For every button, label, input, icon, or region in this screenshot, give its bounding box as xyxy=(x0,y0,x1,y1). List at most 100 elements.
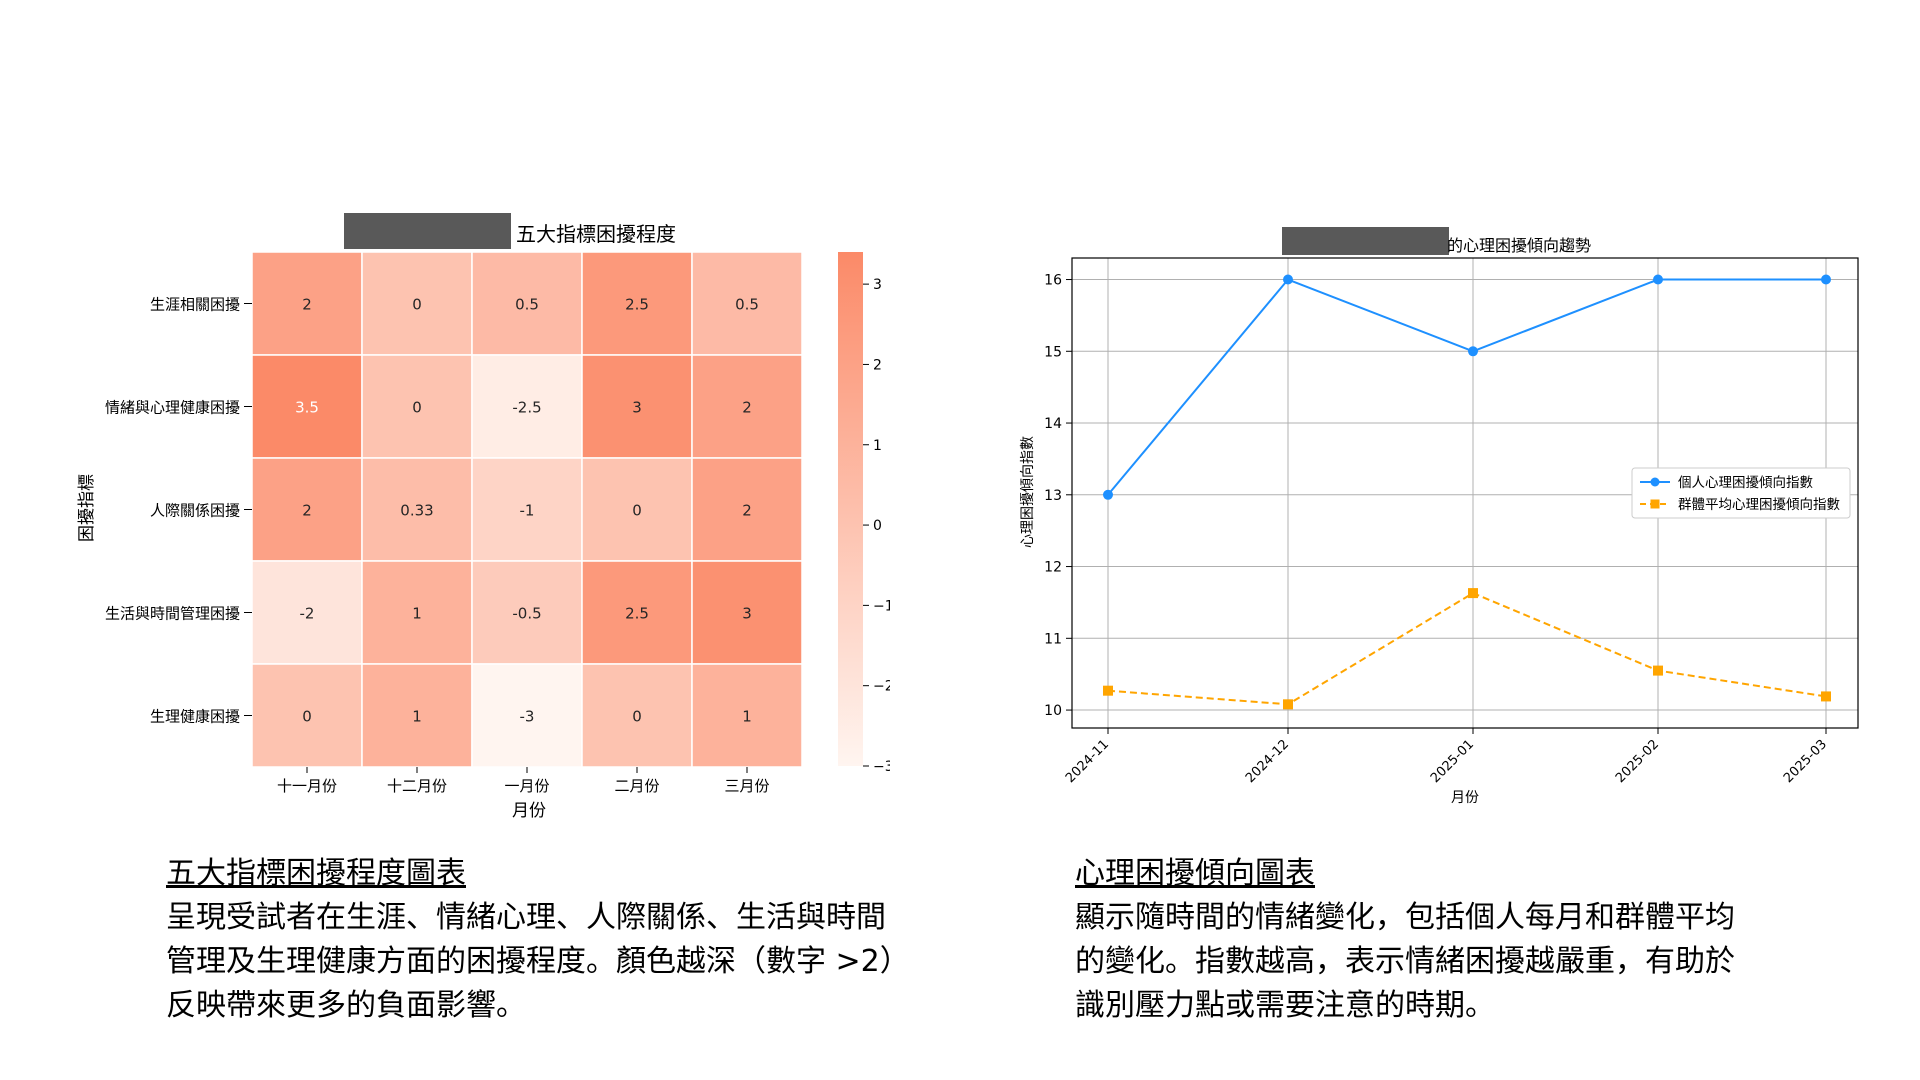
line-y-tick-label: 13 xyxy=(1044,488,1062,504)
heatmap-cell-label: -1 xyxy=(520,502,535,520)
heatmap-cell-label: 2 xyxy=(302,296,312,314)
heatmap-colorbar-tick-label: 2 xyxy=(873,357,882,373)
line-series-point xyxy=(1103,489,1113,500)
heatmap-cell xyxy=(471,354,583,459)
heatmap-x-tick-label: 二月份 xyxy=(614,777,659,795)
heatmap-cell xyxy=(581,457,693,562)
heatmap-cell xyxy=(691,354,803,459)
line-series-point xyxy=(1283,699,1293,710)
right-caption-line: 顯示隨時間的情緒變化，包括個人每月和群體平均 xyxy=(1075,900,1735,935)
line-y-ticks: 10 11 12 13 14 15 16 xyxy=(1044,273,1072,719)
heatmap-cell xyxy=(581,560,693,665)
line-y-tick-label: 15 xyxy=(1044,344,1062,360)
line-legend-label: 個人心理困擾傾向指數 xyxy=(1678,474,1813,491)
heatmap-cell-label: 0.33 xyxy=(400,502,433,520)
heatmap-cell-label: -2.5 xyxy=(512,399,541,417)
heatmap-y-tick-label: 生涯相關困擾 xyxy=(150,296,240,314)
heatmap-cell xyxy=(361,457,473,562)
heatmap-cell xyxy=(361,663,473,768)
heatmap-cell xyxy=(251,354,363,459)
heatmap-x-tick-label: 一月份 xyxy=(504,777,549,795)
heatmap-cell-label: 0.5 xyxy=(735,296,759,314)
heatmap-cell-label: 1 xyxy=(412,605,422,623)
line-series-point xyxy=(1283,274,1293,285)
heatmap-y-tick-label: 人際關係困擾 xyxy=(150,502,240,520)
line-xlabel: 月份 xyxy=(1451,790,1479,806)
heatmap-cell-label: 1 xyxy=(412,708,422,726)
right-caption: 心理困擾傾向圖表 顯示隨時間的情緒變化，包括個人每月和群體平均 的變化。指數越高… xyxy=(1075,852,1815,1028)
left-caption-line: 呈現受試者在生涯、情緒心理、人際關係、生活與時間 xyxy=(166,900,886,935)
left-caption-line: 管理及生理健康方面的困擾程度。顏色越深（數字 >2） xyxy=(166,944,910,979)
heatmap-cell-label: -0.5 xyxy=(512,605,541,623)
heatmap-x-tick-label: 十二月份 xyxy=(387,777,447,795)
heatmap-cell xyxy=(471,663,583,768)
heatmap-y-tick-label: 生活與時間管理困擾 xyxy=(105,605,240,623)
heatmap-colorbar-tick-label: −2 xyxy=(873,679,890,695)
heatmap-cell-label: 3.5 xyxy=(295,399,319,417)
line-y-tick-label: 11 xyxy=(1044,631,1062,647)
line-x-tick-label: 2025-02 xyxy=(1613,737,1662,786)
heatmap-cell-label: 3 xyxy=(742,605,752,623)
heatmap-ylabel: 困擾指標 xyxy=(77,474,97,542)
heatmap-cell-label: 2.5 xyxy=(625,605,649,623)
heatmap-cell-label: 2 xyxy=(742,399,752,417)
line-legend-label: 群體平均心理困擾傾向指數 xyxy=(1678,496,1840,513)
heatmap-cell-label: -3 xyxy=(520,708,535,726)
line-series-point xyxy=(1653,274,1663,285)
left-caption-body: 呈現受試者在生涯、情緒心理、人際關係、生活與時間 管理及生理健康方面的困擾程度。… xyxy=(166,896,910,1028)
left-caption-line: 反映帶來更多的負面影響。 xyxy=(166,988,526,1023)
left-caption-title: 五大指標困擾程度圖表 xyxy=(166,856,466,891)
heatmap-cell-label: 2 xyxy=(742,502,752,520)
heatmap-title: 五大指標困擾程度 xyxy=(516,222,676,246)
heatmap-cell xyxy=(361,251,473,356)
heatmap-cell-label: 0 xyxy=(302,708,312,726)
line-series-point xyxy=(1468,346,1478,357)
heatmap-colorbar-tick-label: −3 xyxy=(873,759,890,775)
heatmap-colorbar-tick-label: 1 xyxy=(873,438,882,454)
heatmap-cell-label: 0 xyxy=(412,399,422,417)
heatmap-cell-label: 3 xyxy=(632,399,642,417)
heatmap-cell xyxy=(691,457,803,562)
heatmap-cell xyxy=(691,663,803,768)
heatmap-cell xyxy=(361,560,473,665)
heatmap-colorbar-ticks: 3 2 1 0 −1 −2 −3 xyxy=(863,277,890,775)
heatmap-y-tick-label: 生理健康困擾 xyxy=(150,708,240,726)
line-series-path xyxy=(1107,278,1826,496)
line-y-tick-label: 14 xyxy=(1044,416,1062,432)
right-caption-body: 顯示隨時間的情緒變化，包括個人每月和群體平均 的變化。指數越高，表示情緒困擾越嚴… xyxy=(1075,896,1815,1028)
heatmap-cell xyxy=(471,251,583,356)
heatmap-cell-label: -2 xyxy=(300,605,315,623)
line-series-point xyxy=(1821,274,1831,285)
heatmap-cell xyxy=(251,663,363,768)
heatmap-cell-label: 0.5 xyxy=(515,296,539,314)
heatmap-colorbar-tick-label: 0 xyxy=(873,518,882,534)
left-caption: 五大指標困擾程度圖表 呈現受試者在生涯、情緒心理、人際關係、生活與時間 管理及生… xyxy=(166,852,910,1028)
line-plot-frame xyxy=(1071,257,1859,729)
line-chart: 的心理困擾傾向趨勢 10 11 12 13 14 15 16 2024-11 2024-12 2… xyxy=(1010,220,1870,820)
heatmap-cell-label: 2 xyxy=(302,502,312,520)
heatmap-cell-label: 2.5 xyxy=(625,296,649,314)
heatmap-cells: 2 0 0.5 2.5 0.5 3.5 0 -2.5 3 2 2 0.33 -1 0 2 -2 1 -0.5 2.5… xyxy=(251,251,803,768)
heatmap-title-redaction xyxy=(344,213,511,249)
heatmap-cell xyxy=(581,251,693,356)
heatmap-xlabel: 月份 xyxy=(512,801,546,821)
heatmap-colorbar-tick-label: −1 xyxy=(873,598,890,614)
heatmap-x-tick-label: 十一月份 xyxy=(277,777,337,795)
line-x-ticks: 2024-11 2024-12 2025-01 2025-02 2025-03 xyxy=(1063,728,1830,786)
right-caption-line: 的變化。指數越高，表示情緒困擾越嚴重，有助於 xyxy=(1075,944,1735,979)
line-series-point xyxy=(1821,691,1831,702)
line-x-tick-label: 2025-03 xyxy=(1781,737,1830,786)
heatmap-chart: 五大指標困擾程度 2 0 0.5 2.5 0.5 3.5 0 -2.5 3 2 2 0.33 -1 0 2 -… xyxy=(60,210,890,830)
line-x-tick-label: 2024-12 xyxy=(1243,737,1292,786)
heatmap-x-tick-labels: 十一月份 十二月份 一月份 二月份 三月份 xyxy=(277,767,770,795)
heatmap-cell-label: 1 xyxy=(742,708,752,726)
line-title: 的心理困擾傾向趨勢 xyxy=(1447,236,1591,255)
heatmap-cell xyxy=(471,560,583,665)
line-series xyxy=(1103,274,1831,710)
line-ylabel: 心理困擾傾向指數 xyxy=(1019,436,1036,548)
heatmap-svg: 五大指標困擾程度 2 0 0.5 2.5 0.5 3.5 0 -2.5 3 2 2 0.33 -1 0 2 -… xyxy=(77,213,890,821)
line-legend-marker xyxy=(1650,499,1660,509)
